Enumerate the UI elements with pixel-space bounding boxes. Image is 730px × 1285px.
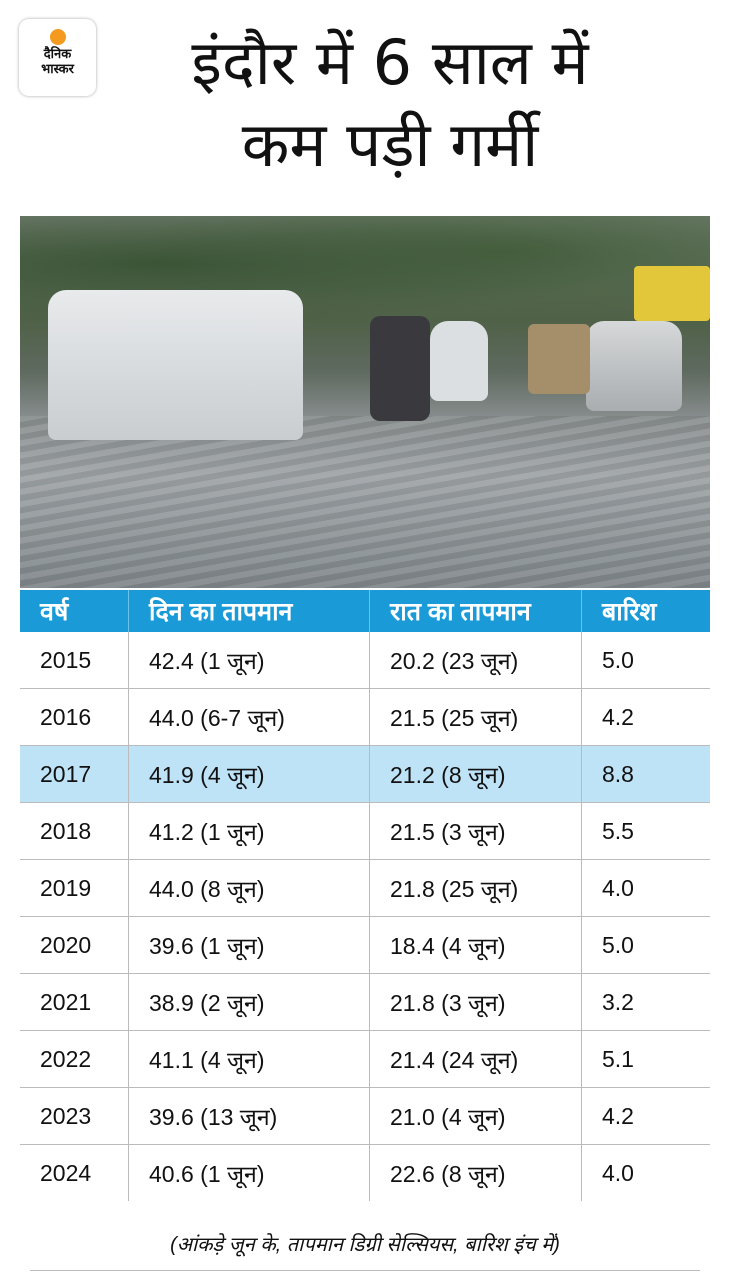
cell-night-temp: 21.2 (8 जून) bbox=[369, 745, 582, 803]
dainik-bhaskar-logo: दैनिक भास्कर bbox=[19, 19, 96, 96]
cell-night-temp: 21.8 (3 जून) bbox=[369, 973, 582, 1031]
cell-day-temp: 39.6 (13 जून) bbox=[128, 1087, 370, 1145]
auto-rickshaw bbox=[430, 321, 488, 401]
cell-night-temp: 21.5 (3 जून) bbox=[369, 802, 582, 860]
header-night-temp: रात का तापमान bbox=[369, 590, 582, 632]
cell-night-temp: 20.2 (23 जून) bbox=[369, 632, 582, 689]
logo-line-2: भास्कर bbox=[41, 62, 74, 77]
cell-day-temp: 44.0 (6-7 जून) bbox=[128, 688, 370, 746]
cell-rain: 3.2 bbox=[581, 973, 710, 1031]
title-line-2: कम पड़ी गर्मी bbox=[241, 108, 539, 181]
table-header-row: वर्ष दिन का तापमान रात का तापमान बारिश bbox=[20, 590, 710, 632]
cell-day-temp: 42.4 (1 जून) bbox=[128, 632, 370, 689]
yellow-truck bbox=[634, 266, 710, 321]
cell-year: 2019 bbox=[20, 859, 129, 917]
table-row: 2019 44.0 (8 जून) 21.8 (25 जून) 4.0 bbox=[20, 859, 710, 917]
cell-rain: 4.0 bbox=[581, 1144, 710, 1201]
cell-night-temp: 21.0 (4 जून) bbox=[369, 1087, 582, 1145]
cell-year: 2016 bbox=[20, 688, 129, 746]
cell-day-temp: 44.0 (8 जून) bbox=[128, 859, 370, 917]
van bbox=[528, 324, 590, 394]
page-title: इंदौर में 6 साल में कम पड़ी गर्मी bbox=[110, 22, 670, 186]
footnote: (आंकड़े जून के, तापमान डिग्री सेल्सियस, … bbox=[170, 1234, 560, 1256]
table-row: 2023 39.6 (13 जून) 21.0 (4 जून) 4.2 bbox=[20, 1087, 710, 1145]
white-car bbox=[48, 290, 303, 440]
cell-rain: 5.1 bbox=[581, 1030, 710, 1088]
cell-year: 2024 bbox=[20, 1144, 129, 1201]
cell-year: 2023 bbox=[20, 1087, 129, 1145]
cell-night-temp: 21.8 (25 जून) bbox=[369, 859, 582, 917]
cell-night-temp: 21.4 (24 जून) bbox=[369, 1030, 582, 1088]
table-row: 2017 41.9 (4 जून) 21.2 (8 जून) 8.8 bbox=[20, 745, 710, 803]
cell-year: 2020 bbox=[20, 916, 129, 974]
cell-rain: 4.2 bbox=[581, 1087, 710, 1145]
cell-year: 2021 bbox=[20, 973, 129, 1031]
table-row: 2016 44.0 (6-7 जून) 21.5 (25 जून) 4.2 bbox=[20, 688, 710, 746]
temperature-rain-table: वर्ष दिन का तापमान रात का तापमान बारिश 2… bbox=[20, 590, 710, 1201]
cell-night-temp: 18.4 (4 जून) bbox=[369, 916, 582, 974]
header-day-temp: दिन का तापमान bbox=[128, 590, 370, 632]
sun-icon bbox=[49, 29, 66, 45]
table-row: 2021 38.9 (2 जून) 21.8 (3 जून) 3.2 bbox=[20, 973, 710, 1031]
cell-day-temp: 38.9 (2 जून) bbox=[128, 973, 370, 1031]
cell-day-temp: 41.2 (1 जून) bbox=[128, 802, 370, 860]
cell-day-temp: 39.6 (1 जून) bbox=[128, 916, 370, 974]
silver-car bbox=[586, 321, 682, 411]
cell-night-temp: 21.5 (25 जून) bbox=[369, 688, 582, 746]
table-row: 2024 40.6 (1 जून) 22.6 (8 जून) 4.0 bbox=[20, 1144, 710, 1201]
flooded-street-photo bbox=[20, 216, 710, 588]
table-row: 2022 41.1 (4 जून) 21.4 (24 जून) 5.1 bbox=[20, 1030, 710, 1088]
cell-day-temp: 41.9 (4 जून) bbox=[128, 745, 370, 803]
cell-rain: 8.8 bbox=[581, 745, 710, 803]
cell-rain: 4.0 bbox=[581, 859, 710, 917]
header-rain: बारिश bbox=[581, 590, 710, 632]
cell-night-temp: 22.6 (8 जून) bbox=[369, 1144, 582, 1201]
header-year: वर्ष bbox=[20, 590, 129, 632]
cell-year: 2022 bbox=[20, 1030, 129, 1088]
table-row: 2018 41.2 (1 जून) 21.5 (3 जून) 5.5 bbox=[20, 802, 710, 860]
cell-rain: 5.0 bbox=[581, 632, 710, 689]
table-row: 2020 39.6 (1 जून) 18.4 (4 जून) 5.0 bbox=[20, 916, 710, 974]
bottom-divider bbox=[30, 1270, 700, 1271]
cell-day-temp: 41.1 (4 जून) bbox=[128, 1030, 370, 1088]
title-line-1: इंदौर में 6 साल में bbox=[191, 26, 589, 99]
logo-line-1: दैनिक bbox=[43, 47, 72, 62]
cell-year: 2017 bbox=[20, 745, 129, 803]
motorbike-rider bbox=[370, 316, 430, 421]
cell-rain: 5.0 bbox=[581, 916, 710, 974]
cell-year: 2015 bbox=[40, 646, 92, 673]
cell-rain: 4.2 bbox=[581, 688, 710, 746]
flood-water bbox=[20, 416, 710, 588]
cell-day-temp: 40.6 (1 जून) bbox=[128, 1144, 370, 1201]
cell-year: 2018 bbox=[20, 802, 129, 860]
cell-rain: 5.5 bbox=[581, 802, 710, 860]
table-row: 2015 42.4 (1 जून) 20.2 (23 जून) 5.0 bbox=[20, 632, 710, 689]
